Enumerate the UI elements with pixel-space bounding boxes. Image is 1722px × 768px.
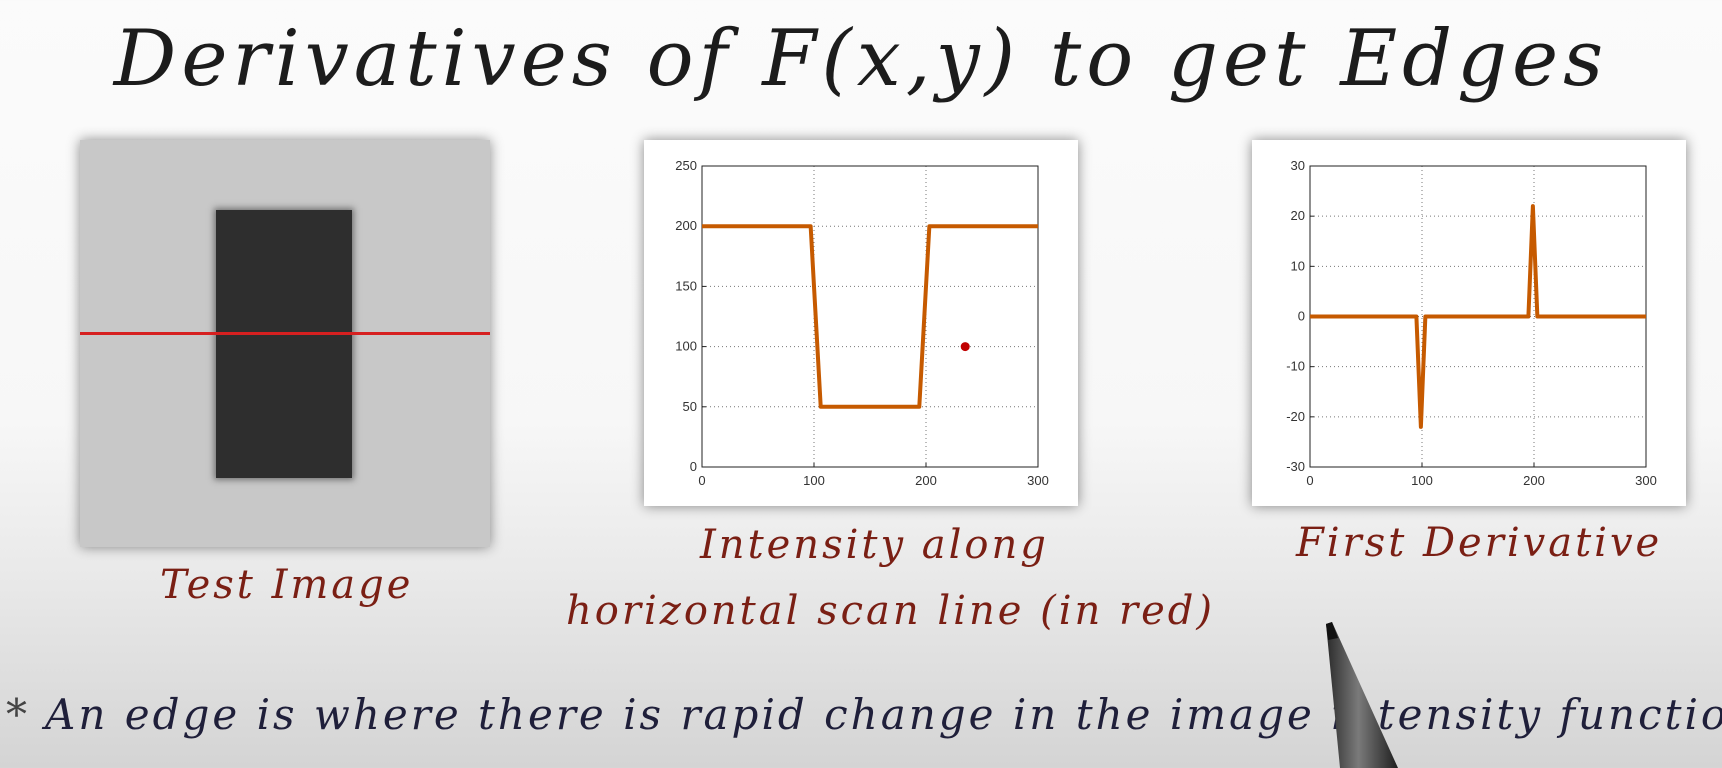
slide-title: Derivatives of F(x,y) to get Edges (113, 14, 1609, 104)
derivative-caption: First Derivative (1296, 520, 1663, 566)
x-tick-label-2: 200 (1523, 473, 1545, 488)
bullet-star: * (6, 690, 27, 739)
intensity-plot: 0 100 200 300 0 50 100 150 200 250 (644, 140, 1078, 506)
y-tick-label-4: 200 (675, 218, 697, 233)
y-tick-label-2: 100 (675, 339, 697, 354)
series-line-0 (1310, 204, 1646, 429)
bullet-note: * An edge is where there is rapid change … (6, 690, 1722, 739)
marker-dot (960, 342, 970, 352)
x-tick-label-1: 100 (1411, 473, 1433, 488)
y-tick-label-5: 250 (675, 158, 697, 173)
x-tick-label-1: 100 (803, 473, 825, 488)
y-tick-label-0: 0 (690, 459, 697, 474)
scan-line (80, 332, 490, 335)
y-tick-label-1: 50 (683, 399, 697, 414)
y-tick-label-1: -20 (1286, 409, 1305, 424)
y-tick-label-3: 150 (675, 278, 697, 293)
bullet-text: An edge is where there is rapid change i… (45, 690, 1722, 739)
pen-stylus-icon (1326, 622, 1398, 768)
test-image-caption: Test Image (160, 562, 414, 608)
x-tick-label-3: 300 (1027, 473, 1049, 488)
plot-frame (701, 165, 1039, 468)
intensity-chart: 0 100 200 300 0 50 100 150 200 250 (675, 158, 1049, 488)
y-tick-label-4: 10 (1291, 258, 1305, 273)
derivative-plot: 0 100 200 300 -30 -20 -10 0 10 20 30 (1252, 140, 1686, 506)
x-tick-label-0: 0 (1306, 473, 1313, 488)
x-tick-label-0: 0 (698, 473, 705, 488)
x-tick-label-3: 300 (1635, 473, 1657, 488)
y-tick-label-0: -30 (1286, 459, 1305, 474)
y-tick-label-2: -10 (1286, 359, 1305, 374)
intensity-caption-line2: horizontal scan line (in red) (566, 588, 1215, 634)
y-tick-label-5: 20 (1291, 208, 1305, 223)
series-line-0 (702, 224, 1038, 409)
y-tick-label-6: 30 (1291, 158, 1305, 173)
test-image (80, 140, 490, 547)
dark-rectangle (216, 210, 352, 478)
x-tick-label-2: 200 (915, 473, 937, 488)
intensity-caption-line1: Intensity along (700, 522, 1049, 568)
y-tick-label-3: 0 (1298, 309, 1305, 324)
derivative-chart: 0 100 200 300 -30 -20 -10 0 10 20 30 (1286, 158, 1657, 488)
